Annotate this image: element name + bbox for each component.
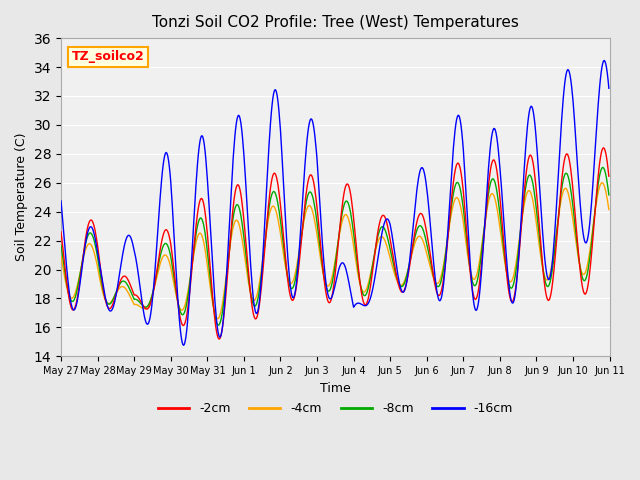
Text: TZ_soilco2: TZ_soilco2	[72, 50, 145, 63]
X-axis label: Time: Time	[320, 382, 351, 395]
Y-axis label: Soil Temperature (C): Soil Temperature (C)	[15, 133, 28, 262]
Legend: -2cm, -4cm, -8cm, -16cm: -2cm, -4cm, -8cm, -16cm	[153, 397, 518, 420]
Title: Tonzi Soil CO2 Profile: Tree (West) Temperatures: Tonzi Soil CO2 Profile: Tree (West) Temp…	[152, 15, 519, 30]
